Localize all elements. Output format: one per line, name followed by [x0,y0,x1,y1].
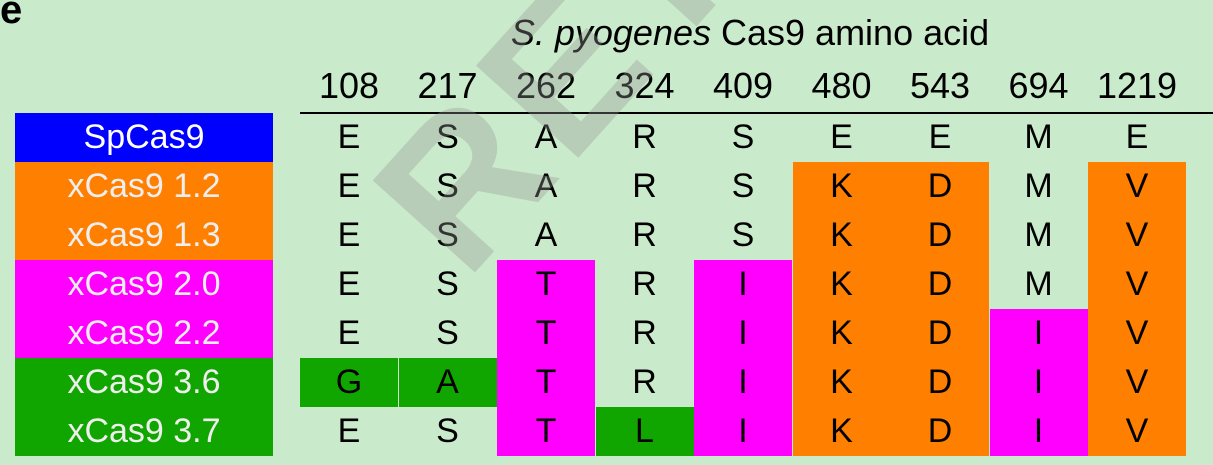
residue-cell: I [694,309,792,358]
residue-cell: V [1088,260,1186,309]
position-label: 217 [417,65,478,106]
residue-cell: D [891,260,989,309]
panel-letter: e [0,0,23,32]
residue-cell: I [989,358,1088,407]
residue-cell: K [792,358,891,407]
residue-cell: V [1088,309,1186,358]
residue-cell: R [632,118,657,156]
residue-cell: S [436,265,459,303]
residue-cell: D [891,211,989,260]
residue-cell: E [1125,118,1149,156]
residue-cell: G [300,358,398,407]
title-rest: Cas9 amino acid [711,12,990,53]
position-header-row: 108 217 262 324 409 480 543 694 1219 [0,64,1213,108]
residue-cell: R [632,314,657,352]
residue-cell: D [891,358,989,407]
table-title: S. pyogenes Cas9 amino acid [300,12,1200,54]
position-label: 543 [909,65,971,106]
residue-cell: I [694,260,792,309]
residue-cell: S [436,118,459,156]
residue-cell: V [1088,358,1186,407]
residue-cell: E [337,216,361,254]
residue-cell: K [792,162,891,211]
residue-cell: S [731,216,755,254]
residue-cell: R [632,167,657,205]
residue-cell: D [891,309,989,358]
residue-cell: E [337,265,361,303]
residue-cell: I [989,309,1088,358]
residue-cell: T [497,358,595,407]
residue-cell: T [497,309,595,358]
residue-cell: L [595,407,694,456]
residue-cell: D [891,407,989,456]
residue-cell: I [694,407,792,456]
residue-cell: E [830,118,853,156]
variant-label: xCas9 2.0 [15,260,273,309]
residue-cell: E [337,412,361,450]
residue-cell: A [534,167,558,205]
residue-cell: K [792,407,891,456]
residue-cell: T [497,260,595,309]
residue-cell: M [1024,265,1053,303]
residue-cell: M [1024,118,1053,156]
residue-cell: A [534,216,558,254]
position-label: 262 [515,65,577,106]
residue-cell: K [792,260,891,309]
variant-label: xCas9 3.6 [15,358,273,407]
residue-cell: E [337,167,361,205]
variant-label: xCas9 1.2 [15,162,273,211]
residue-cell: K [792,211,891,260]
residue-cell: V [1088,162,1186,211]
position-label: 1219 [1096,65,1178,106]
residue-cell: S [731,118,755,156]
variant-label: SpCas9 [15,113,273,162]
residue-cell: E [928,118,952,156]
residue-cell: M [1024,216,1053,254]
variant-label: xCas9 1.3 [15,211,273,260]
residue-cell: V [1088,407,1186,456]
header-rule [300,112,1213,114]
residue-cell: M [1024,167,1053,205]
residue-cell: S [436,412,459,450]
residue-cell: I [989,407,1088,456]
residue-cell: I [694,358,792,407]
residue-cell: V [1088,211,1186,260]
residue-cell: A [534,118,558,156]
variant-label: xCas9 3.7 [15,407,273,456]
position-label: 324 [614,65,675,106]
position-label: 480 [811,65,872,106]
position-label: 108 [318,65,380,106]
residue-cell: S [731,167,755,205]
residue-cell: A [398,358,497,407]
variant-label: xCas9 2.2 [15,309,273,358]
residue-cell: K [792,309,891,358]
residue-cell: D [891,162,989,211]
residue-cell: E [337,314,361,352]
residue-cell: R [632,363,657,401]
residue-cell: R [632,216,657,254]
residue-cell: E [337,118,361,156]
species-name: S. pyogenes [510,12,711,53]
residue-cell: S [436,314,459,352]
position-label: 694 [1008,65,1069,106]
position-label: 409 [712,65,774,106]
residue-cell: T [497,407,595,456]
residue-cell: R [632,265,657,303]
residue-cell: S [436,216,459,254]
residue-cell: S [436,167,459,205]
